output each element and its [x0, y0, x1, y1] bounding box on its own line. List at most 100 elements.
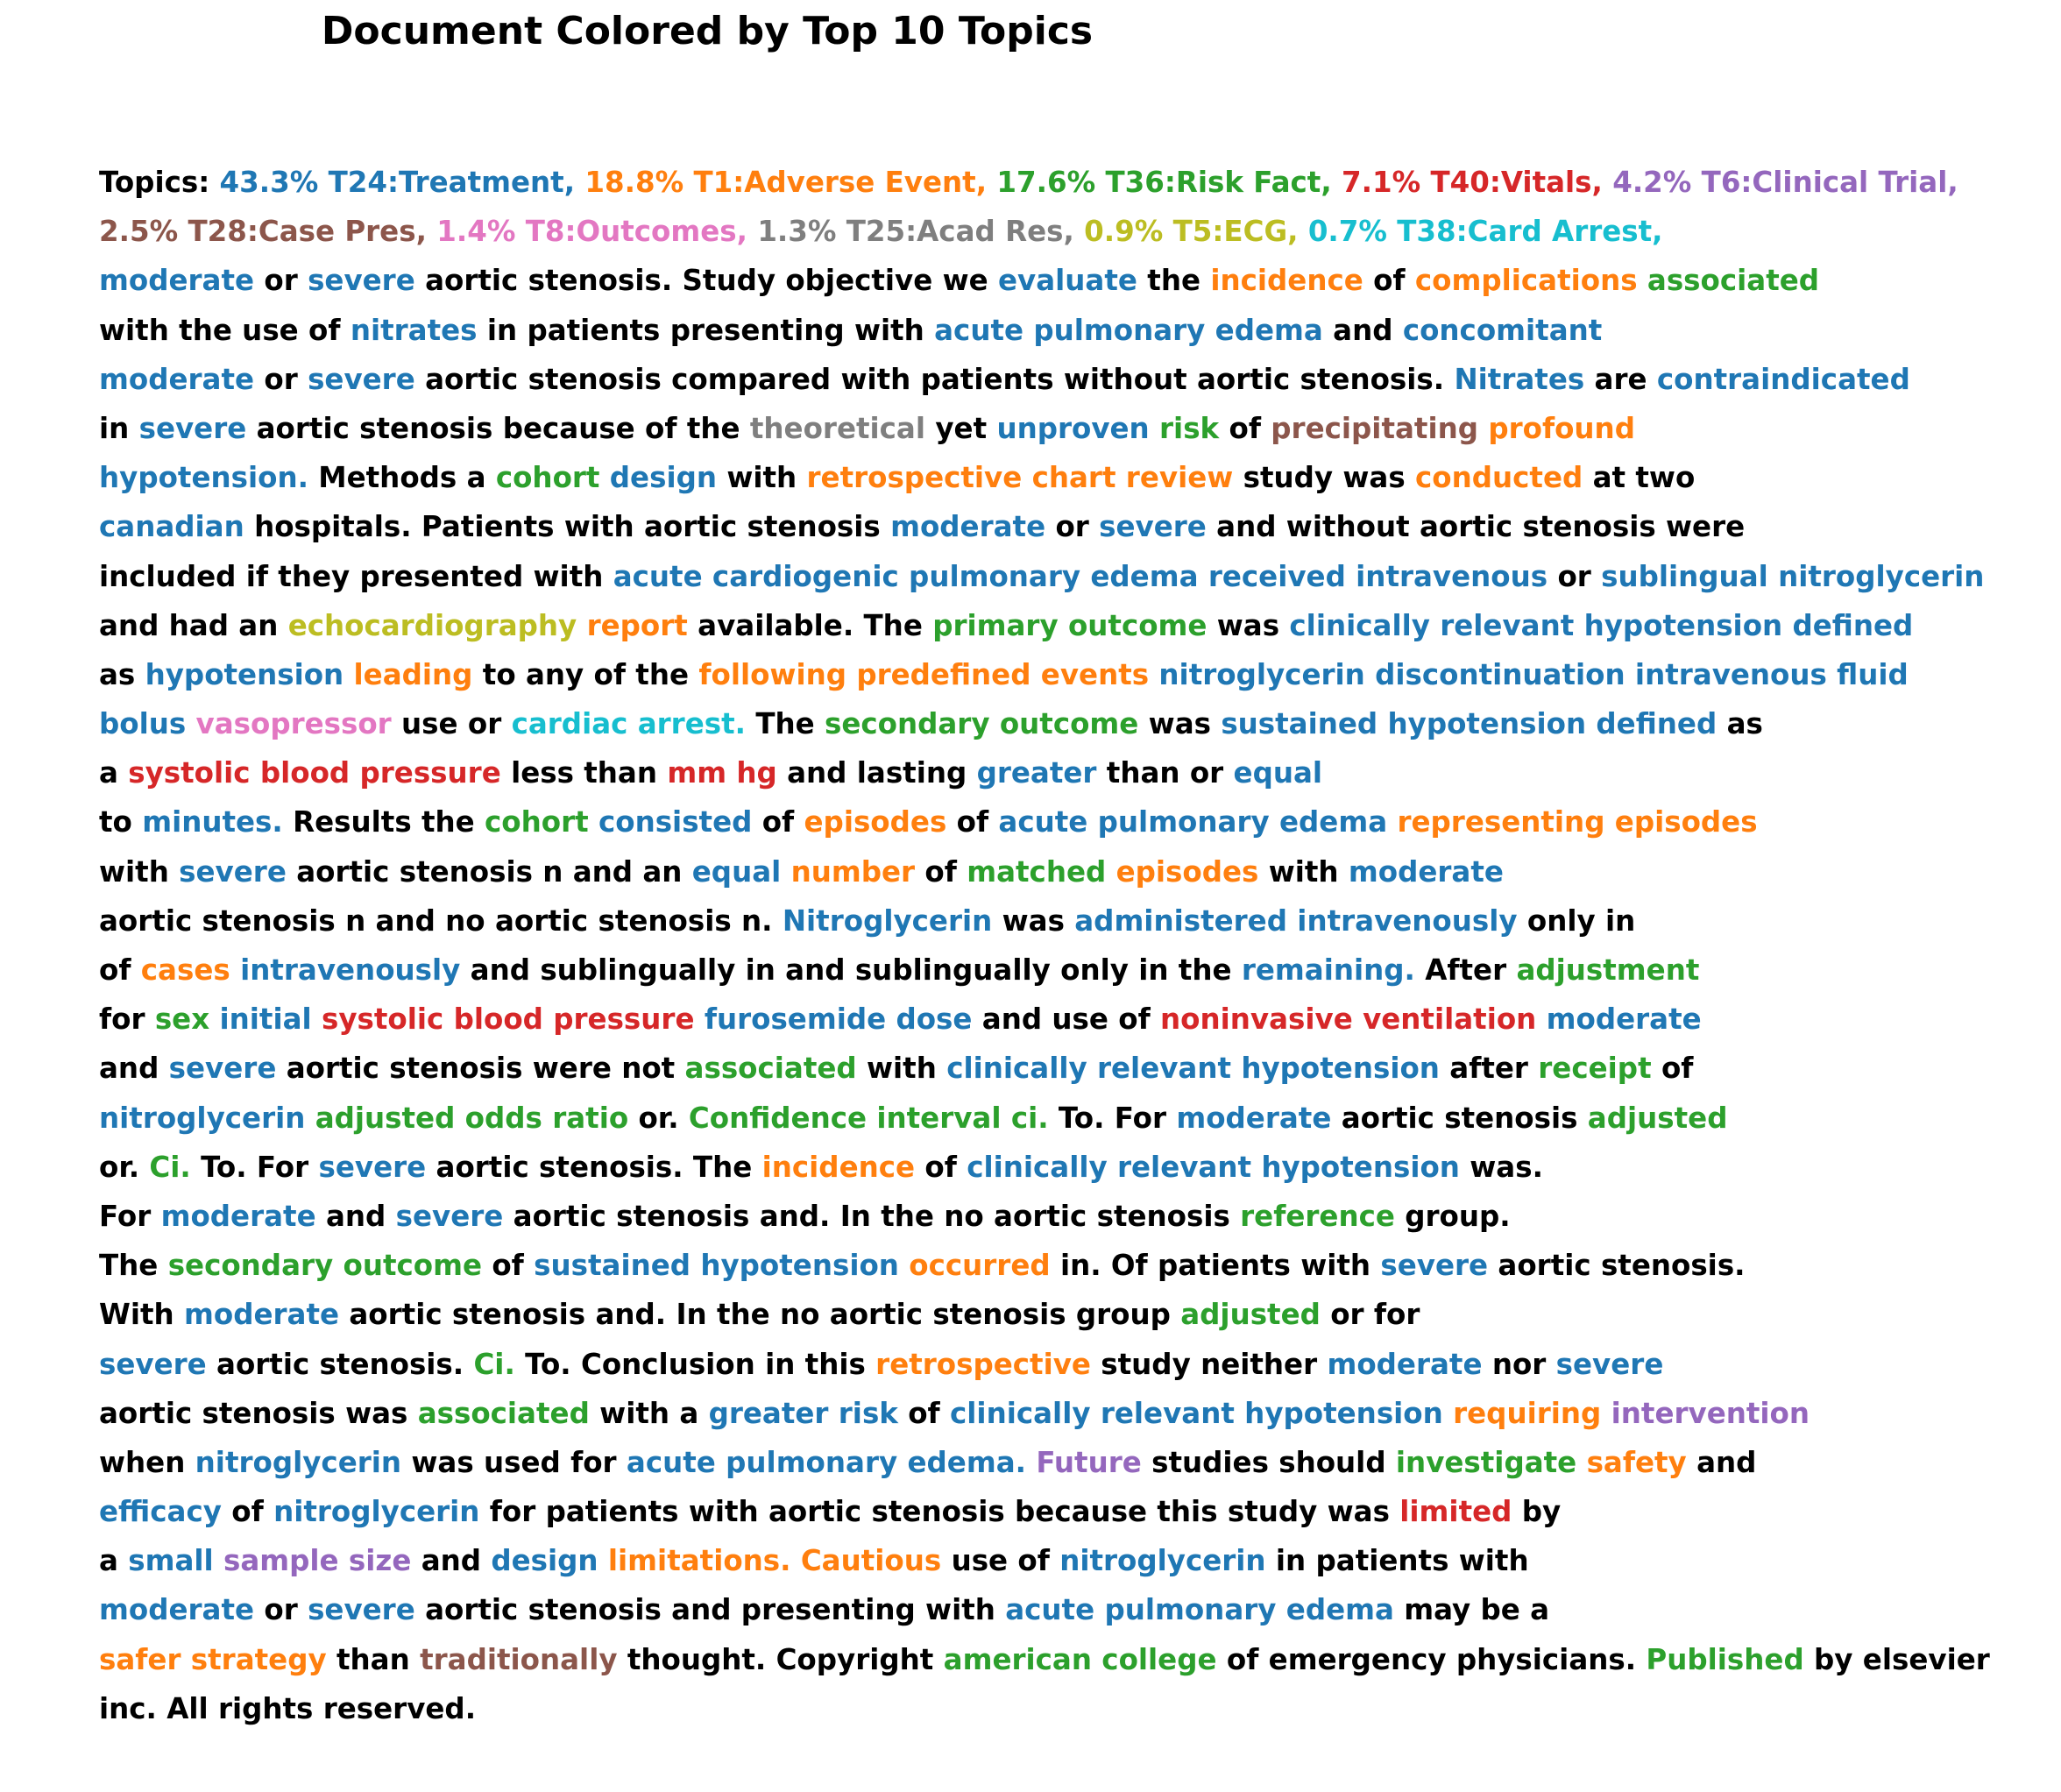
plain-text-segment: and	[1333, 313, 1393, 347]
topic-segment-t8: 1.4% T8:Outcomes,	[436, 215, 747, 249]
plain-text-segment: aortic stenosis were not	[286, 1052, 676, 1086]
plain-text-segment: and use of	[981, 1002, 1151, 1037]
plain-text-segment: included if they presented with	[99, 559, 604, 593]
plain-text-segment: or.	[99, 1150, 140, 1184]
topic-segment-t24: equal	[691, 854, 782, 889]
topic-segment-t24: acute pulmonary edema	[998, 805, 1388, 839]
plain-text-segment: available. The	[698, 608, 923, 642]
topic-segment-t24: sublingual nitroglycerin	[1601, 559, 1985, 593]
plain-text-segment: in	[99, 411, 130, 445]
plain-text-segment: or	[264, 264, 298, 298]
plain-text-segment: was	[1216, 608, 1280, 642]
plain-text-segment: in. Of patients with	[1059, 1249, 1371, 1283]
plain-text-segment: may be a	[1404, 1593, 1550, 1627]
topic-segment-t24: moderate	[99, 264, 255, 298]
plain-text-segment: After	[1425, 953, 1507, 987]
plain-text-segment: with	[99, 854, 169, 889]
topic-segment-t40: noninvasive ventilation	[1160, 1002, 1537, 1037]
topic-segment-t36: cohort	[485, 805, 589, 839]
plain-text-segment: a	[99, 756, 118, 790]
topic-segment-t24: clinically relevant hypotension defined	[1289, 608, 1914, 642]
plain-text-segment: for patients with aortic stenosis becaus…	[489, 1495, 1390, 1529]
topic-segment-t36: adjusted	[1587, 1101, 1728, 1135]
topic-segment-t36: american college	[943, 1642, 1217, 1676]
plain-text-segment: and had an	[99, 608, 279, 642]
topic-segment-t1: retrospective	[875, 1347, 1091, 1381]
topic-segment-t36: adjustment	[1516, 953, 1700, 987]
plain-text-segment: use of	[951, 1544, 1050, 1578]
plain-text-segment: aortic stenosis.	[216, 1347, 464, 1381]
plain-text-segment: was used for	[411, 1445, 617, 1479]
topic-segment-t24: clinically relevant hypotension	[967, 1150, 1460, 1184]
topic-segment-t24: nitrates	[350, 313, 478, 347]
plain-text-segment: group.	[1405, 1199, 1511, 1233]
topic-segment-t40: systolic blood pressure	[128, 756, 501, 790]
topic-segment-t24: hypotension	[145, 657, 344, 691]
topic-segment-t28: 2.5% T28:Case Pres,	[99, 215, 427, 249]
document-line: for sex initial systolic blood pressure …	[99, 995, 1990, 1044]
plain-text-segment: aortic stenosis compared with patients w…	[425, 362, 1445, 396]
plain-text-segment: and	[99, 1052, 159, 1086]
topic-segment-t36: sex	[154, 1002, 210, 1037]
topic-segment-t1: conducted	[1415, 461, 1583, 495]
topic-segment-t24: moderate	[1327, 1347, 1483, 1381]
topic-segment-t36: adjusted odds ratio	[315, 1101, 629, 1135]
topic-segment-t1: number	[790, 854, 916, 889]
plain-text-segment: study was	[1243, 461, 1406, 495]
plain-text-segment: with a	[599, 1396, 699, 1430]
topic-segment-t24: moderate	[99, 1593, 255, 1627]
document-line: severe aortic stenosis. Ci. To. Conclusi…	[99, 1340, 1990, 1389]
topic-segment-t24: intravenously	[240, 953, 461, 987]
topic-segment-t1: episodes	[1115, 854, 1259, 889]
topic-segment-t40: 7.1% T40:Vitals,	[1342, 166, 1603, 199]
plain-text-segment: For	[99, 1199, 152, 1233]
plain-text-segment: use or	[401, 707, 502, 741]
document-line: moderate or severe aortic stenosis compa…	[99, 355, 1990, 404]
plain-text-segment: to	[99, 805, 132, 839]
plain-text-segment: The	[755, 707, 815, 741]
plain-text-segment: for	[99, 1002, 145, 1037]
topic-segment-t5: 0.9% T5:ECG,	[1084, 215, 1299, 249]
topic-segment-t38: cardiac arrest.	[511, 707, 746, 741]
topic-segment-t24: severe	[1555, 1347, 1664, 1381]
plain-text-segment: than	[336, 1642, 410, 1676]
topic-segment-t24: unproven	[996, 411, 1150, 445]
plain-text-segment: a	[99, 1544, 118, 1578]
plain-text-segment: or	[1055, 510, 1089, 544]
plain-text-segment: less than	[511, 756, 657, 790]
document-line: nitroglycerin adjusted odds ratio or. Co…	[99, 1094, 1990, 1143]
topic-segment-t24: nitroglycerin	[99, 1101, 306, 1135]
topic-segment-t24: contraindicated	[1656, 362, 1910, 396]
topic-segment-t36: Confidence interval ci.	[688, 1101, 1049, 1135]
document-line: a systolic blood pressure less than mm h…	[99, 748, 1990, 797]
topic-segment-t24: bolus	[99, 707, 187, 741]
topic-segment-t1: profound	[1488, 411, 1635, 445]
plain-text-segment: was	[1002, 903, 1065, 938]
topic-segment-t24: nitroglycerin	[195, 1445, 402, 1479]
topic-segment-t36: receipt	[1538, 1052, 1652, 1086]
topic-segment-t24: moderate	[890, 510, 1046, 544]
plain-text-segment: of emergency physicians.	[1226, 1642, 1637, 1676]
topic-segment-t24: severe	[308, 264, 415, 298]
plain-text-segment: as	[1726, 707, 1763, 741]
plain-text-segment: after	[1449, 1052, 1528, 1086]
figure-title: Document Colored by Top 10 Topics	[321, 9, 1094, 53]
topic-segment-t40: systolic blood pressure	[322, 1002, 695, 1037]
topic-segment-t24: equal	[1233, 756, 1323, 790]
plain-text-segment: and sublingually in and sublingually onl…	[470, 953, 1232, 987]
topic-segment-t36: reference	[1240, 1199, 1395, 1233]
plain-text-segment: aortic stenosis. Study objective we	[425, 264, 988, 298]
topic-segment-t24: moderate	[160, 1199, 316, 1233]
topic-segment-t24: Nitrates	[1454, 362, 1585, 396]
document-line: safer strategy than traditionally though…	[99, 1635, 1990, 1684]
document-line: aortic stenosis n and no aortic stenosis…	[99, 896, 1990, 946]
topic-segment-t6: Future	[1036, 1445, 1142, 1479]
plain-text-segment: nor	[1491, 1347, 1547, 1381]
topic-segment-t36: Ci.	[473, 1347, 515, 1381]
document-line: efficacy of nitroglycerin for patients w…	[99, 1487, 1990, 1536]
topic-segment-t1: 18.8% T1:Adverse Event,	[584, 166, 988, 199]
plain-text-segment: study neither	[1101, 1347, 1318, 1381]
plain-text-segment: with	[867, 1052, 937, 1086]
topic-segment-t24: severe	[308, 362, 415, 396]
topic-segment-t36: associated	[417, 1396, 590, 1430]
